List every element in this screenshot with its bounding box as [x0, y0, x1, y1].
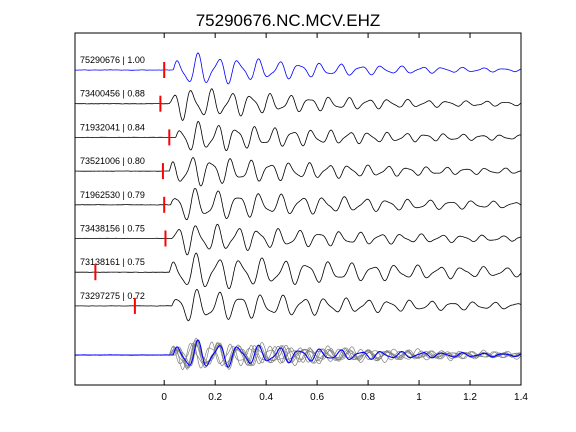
- trace-label: 71962530 | 0.79: [80, 190, 145, 200]
- x-tick-label: 0.6: [310, 392, 324, 403]
- trace-labels: 75290676 | 1.00 73400456 | 0.88 71932041 |…: [80, 55, 145, 301]
- x-tick-label: 1.2: [463, 392, 477, 403]
- stack-trace: [74, 340, 522, 367]
- x-tick-label: 1: [416, 392, 422, 403]
- trace-label: 73438156 | 0.75: [80, 224, 145, 234]
- chart-title: 75290676.NC.MCV.EHZ: [196, 11, 381, 30]
- stack-trace: [74, 339, 522, 368]
- stack-trace: [75, 341, 522, 371]
- trace-label: 73297275 | 0.72: [80, 291, 145, 301]
- trace-label: 73138161 | 0.75: [80, 257, 145, 267]
- plot-frame: [74, 32, 522, 386]
- trace-label: 71932041 | 0.84: [80, 122, 145, 132]
- stack-trace: [74, 342, 522, 370]
- waveform-trace: [74, 187, 522, 221]
- stack-trace: [75, 340, 522, 369]
- trace-label: 75290676 | 1.00: [80, 55, 145, 65]
- waveform-traces: [74, 52, 522, 322]
- waveform-trace: [75, 52, 522, 85]
- x-tick-label: 0.2: [208, 392, 222, 403]
- x-tick-label: 0.4: [259, 392, 273, 403]
- waveform-trace: [74, 121, 522, 151]
- waveform-trace: [74, 88, 522, 122]
- waveform-trace: [74, 252, 522, 290]
- x-tick-label: 0.8: [361, 392, 375, 403]
- pick-markers: [94, 62, 171, 314]
- x-axis-ticks: 0 0.2 0.4 0.6 0.8 1 1.2 1.4: [161, 33, 528, 403]
- x-tick-label: 0: [161, 392, 167, 403]
- waveform-trace: [75, 288, 522, 322]
- waveform-trace: [74, 157, 522, 187]
- x-tick-label: 1.4: [514, 392, 528, 403]
- trace-label: 73400456 | 0.88: [80, 89, 145, 99]
- waveform-trace: [74, 223, 522, 256]
- trace-label: 73521006 | 0.80: [80, 156, 145, 166]
- overlay-stack: [74, 337, 522, 371]
